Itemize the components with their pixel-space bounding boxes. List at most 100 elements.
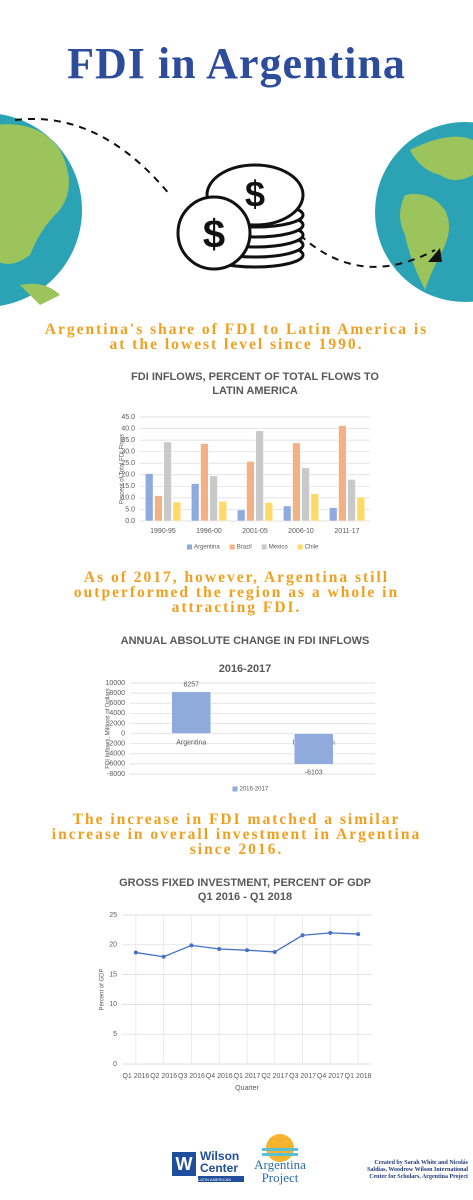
- point: [217, 946, 222, 951]
- credits: Created by Sarah White and Nicolás Saldí…: [367, 1160, 468, 1180]
- legend-label: Brazil: [237, 545, 252, 551]
- y-tick-label: 10.0: [121, 495, 135, 502]
- point: [272, 949, 277, 954]
- point: [300, 933, 305, 938]
- point: [356, 932, 361, 937]
- chart-title: ANNUAL ABSOLUTE CHANGE IN FDI INFLOWS: [120, 635, 370, 647]
- bar: [145, 473, 154, 522]
- svg-text:W: W: [176, 1154, 193, 1174]
- y-tick-label: 35.0: [121, 437, 135, 444]
- y-tick-label: 5.0: [125, 506, 135, 513]
- x-tick-label: 2011-17: [334, 528, 359, 535]
- section-heading: Argentina's share of FDI to Latin Americ…: [44, 321, 429, 353]
- y-axis-label: FDI Inflows, Millions of Dollars: [106, 688, 112, 768]
- bar: [255, 430, 264, 522]
- legend-label: 2016-2017: [240, 787, 269, 793]
- x-tick-label: 2006-10: [288, 528, 314, 535]
- argentina-sun: [262, 1134, 298, 1162]
- bar: [246, 461, 255, 522]
- x-tick-label: Q2 2017: [261, 1073, 288, 1080]
- bar: [292, 442, 301, 522]
- arrow-head: [428, 248, 442, 262]
- dollar-icon: $: [245, 174, 265, 215]
- y-tick-label: -4000: [107, 751, 125, 758]
- chart-title: FDI INFLOWS, PERCENT OF TOTAL FLOWS TO L…: [131, 371, 379, 397]
- x-tick-label: Q1 2017: [234, 1073, 261, 1080]
- x-tick-label: Q3 2016: [178, 1073, 205, 1080]
- y-tick-label: 0: [113, 1061, 117, 1068]
- right-globe: [375, 122, 473, 302]
- x-tick-label: 2001-05: [242, 528, 268, 535]
- legend-swatch: [232, 786, 238, 792]
- y-tick-label: 20.0: [121, 472, 135, 479]
- y-tick-label: 8000: [109, 690, 125, 697]
- y-tick-label: -2000: [107, 741, 125, 748]
- bar: [209, 475, 218, 522]
- x-tick-label: 1996-00: [196, 528, 222, 535]
- y-tick-label: 0.0: [125, 518, 135, 525]
- x-tick-label: Q1 2016: [122, 1073, 149, 1080]
- y-tick-label: 10: [109, 1001, 117, 1008]
- y-tick-label: -8000: [107, 771, 125, 778]
- wilson-name: Wilson Center: [200, 1149, 240, 1175]
- page-title: FDI in Argentina: [67, 39, 406, 88]
- bar: [163, 441, 172, 522]
- x-axis-label: Quarter: [235, 1085, 259, 1092]
- bar: [329, 507, 338, 522]
- bar: [293, 733, 334, 765]
- chart-subtitle: 2016-2017: [218, 663, 272, 675]
- y-tick-label: 40.0: [121, 425, 135, 432]
- y-tick-label: 45.0: [121, 414, 135, 421]
- y-tick-label: 4000: [109, 710, 125, 717]
- section-heading: The increase in FDI matched a similar in…: [51, 811, 422, 858]
- bar: [154, 495, 163, 522]
- bar: [301, 467, 310, 522]
- bar: [347, 479, 356, 522]
- point: [245, 948, 249, 953]
- y-tick-label: 25: [109, 912, 117, 919]
- x-tick-label: Q4 2016: [206, 1073, 233, 1080]
- data-label: -6103: [305, 769, 323, 776]
- legend-label: Mexico: [269, 545, 289, 551]
- y-tick-label: 2000: [109, 720, 125, 727]
- y-tick-label: 15: [109, 971, 117, 978]
- y-tick-label: -6000: [107, 761, 125, 768]
- legend-swatch: [297, 544, 303, 550]
- x-tick-label: Q4 2017: [317, 1073, 344, 1080]
- left-globe: [0, 114, 82, 306]
- project-name: Argentina Project: [254, 1157, 306, 1185]
- x-tick-label: Q2 2016: [150, 1073, 177, 1080]
- bar: [200, 443, 209, 522]
- chart-title: GROSS FIXED INVESTMENT, PERCENT OF GDP: [119, 877, 371, 889]
- wilson-program: LATIN AMERICAN PROGRAM: [198, 1177, 232, 1187]
- section-heading: As of 2017, however, Argentina still out…: [73, 569, 400, 616]
- y-tick-label: 0: [121, 730, 125, 737]
- legend-swatch: [229, 544, 235, 550]
- bar: [310, 493, 319, 522]
- y-tick-label: 6000: [109, 700, 125, 707]
- x-tick-label: Q3 2017: [289, 1073, 316, 1080]
- bar: [356, 496, 365, 522]
- x-tick-label: 1990-95: [150, 528, 176, 535]
- y-axis-label: Percent of Total FDI Flows: [120, 434, 126, 504]
- point: [133, 950, 138, 955]
- point: [328, 930, 333, 935]
- legend-swatch: [187, 544, 192, 550]
- data-label: 8257: [183, 682, 199, 689]
- dollar-icon: $: [203, 213, 225, 257]
- x-tick-label: Q1 2018: [345, 1073, 372, 1080]
- y-tick-label: 25.0: [121, 460, 135, 467]
- bar: [264, 502, 273, 522]
- point: [161, 954, 166, 959]
- wilson-logo: W: [172, 1152, 244, 1182]
- coins: [176, 163, 305, 271]
- bar: [338, 425, 347, 522]
- y-tick-label: 15.0: [121, 483, 135, 490]
- chart-subtitle: Q1 2016 - Q1 2018: [197, 891, 293, 903]
- y-tick-label: 5: [113, 1031, 117, 1038]
- category-label: Argentina: [176, 739, 206, 746]
- bar: [172, 501, 181, 522]
- y-tick-label: 20: [109, 942, 117, 949]
